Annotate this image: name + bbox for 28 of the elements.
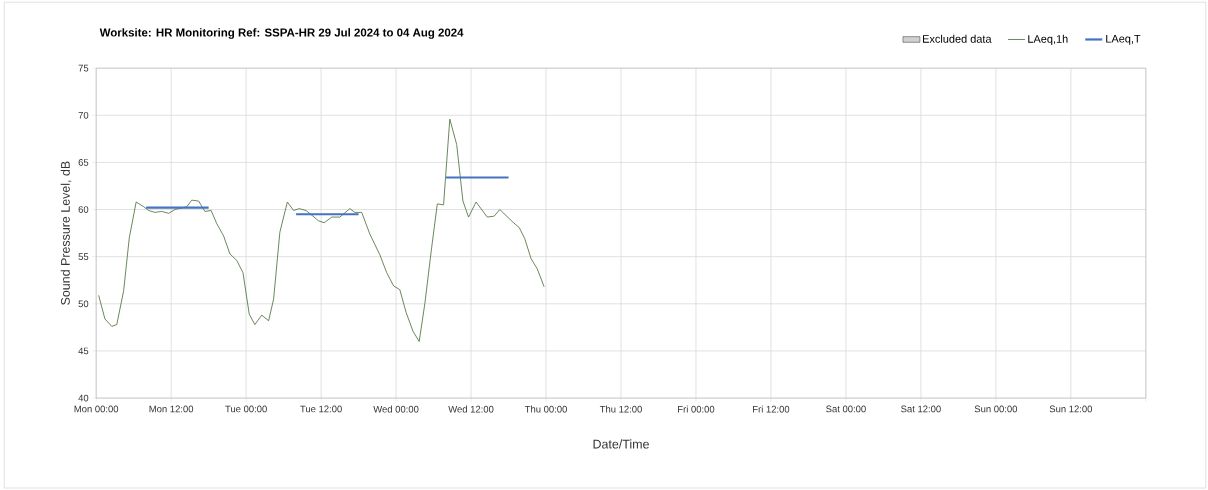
y-tick-label: 50 bbox=[78, 300, 89, 308]
y-tick-label: 40 bbox=[78, 394, 89, 402]
y-tick-label: 65 bbox=[78, 158, 89, 166]
x-tick-label: Tue 12:00 bbox=[300, 405, 342, 413]
y-tick-label: 60 bbox=[78, 206, 89, 213]
x-tick-label: Fri 12:00 bbox=[753, 405, 790, 413]
x-tick-label: Wed 00:00 bbox=[373, 405, 419, 413]
x-tick-label: Sat 12:00 bbox=[901, 405, 941, 413]
x-axis-title: Date/Time bbox=[593, 439, 649, 449]
x-tick-label: Thu 00:00 bbox=[524, 405, 567, 413]
x-tick-label: Sat 00:00 bbox=[826, 405, 866, 413]
y-tick-label: 55 bbox=[78, 253, 89, 260]
x-tick-label: Sun 12:00 bbox=[1049, 405, 1093, 413]
y-axis-title: Sound Pressure Level, dB bbox=[60, 161, 72, 305]
y-tick-label: 45 bbox=[78, 347, 89, 355]
x-tick-label: Thu 12:00 bbox=[599, 405, 642, 413]
x-tick-label: Fri 00:00 bbox=[678, 405, 715, 413]
legend-label: Excluded data bbox=[923, 34, 992, 43]
x-tick-label: Wed 12:00 bbox=[448, 405, 494, 413]
y-tick-label: 75 bbox=[78, 64, 89, 72]
x-tick-label: Mon 00:00 bbox=[74, 405, 119, 413]
chart-title: Worksite: HR Monitoring Ref: SSPA-HR 29 Jul 2024 to 04 Aug 2024 bbox=[99, 28, 464, 39]
y-tick-label: 70 bbox=[78, 111, 89, 119]
x-tick-label: Sun 00:00 bbox=[974, 405, 1018, 413]
x-tick-label: Mon 12:00 bbox=[149, 405, 194, 413]
x-tick-label: Tue 00:00 bbox=[225, 405, 267, 413]
legend-label: LAeq,1h bbox=[1028, 34, 1068, 45]
legend-label: LAeq,T bbox=[1106, 34, 1141, 45]
